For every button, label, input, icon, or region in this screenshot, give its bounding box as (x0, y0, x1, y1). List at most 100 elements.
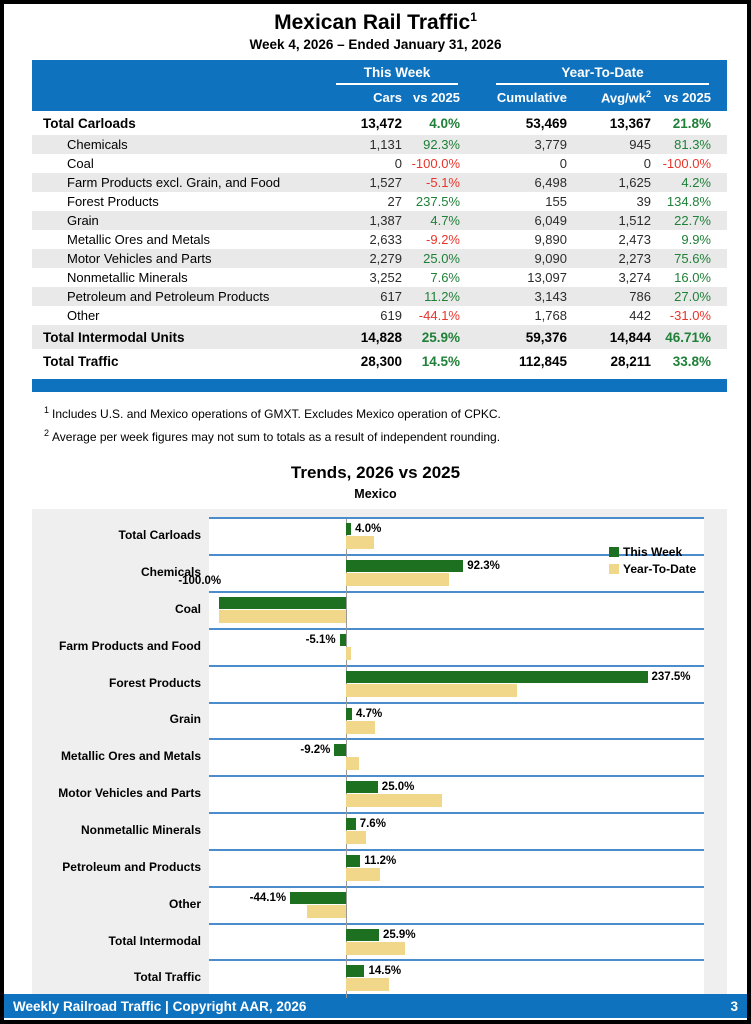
cars-value: 1,387 (322, 211, 402, 231)
chart-plot-area: This Week Year-To-Date 4.0% 92.3% -100.0% -… (178, 517, 704, 999)
row-rpad (711, 211, 727, 231)
table-row: Forest Products 27 237.5% 155 39 134.8% (32, 192, 727, 211)
legend-item-this-week: This Week (609, 543, 696, 560)
cars-value: 14,828 (322, 325, 402, 350)
this-week-bar (346, 560, 464, 573)
ytd-vs2025-value: 21.8% (672, 115, 711, 131)
group-header-this-week-cell: This Week (322, 60, 460, 85)
row-gap (460, 268, 490, 287)
cars-value: 619 (380, 308, 402, 324)
bar-value-label: 4.7% (356, 707, 383, 720)
week-vs2025-value: 92.3% (402, 135, 460, 155)
chart-row: -44.1% (209, 888, 704, 925)
cars-value: 0 (394, 156, 402, 172)
table-row: Motor Vehicles and Parts 2,279 25.0% 9,0… (32, 249, 727, 269)
week-vs2025-value: 237.5% (415, 194, 460, 210)
this-week-legend-label: This Week (623, 544, 683, 559)
ytd-vs2025-value: 33.8% (672, 353, 711, 369)
avgwk-value: 13,367 (609, 115, 651, 131)
cumulative-value: 1,768 (534, 308, 567, 324)
this-week-bar (346, 928, 379, 941)
footnote: 1 Includes U.S. and Mexico operations of … (44, 401, 747, 424)
group-header-spacer (32, 60, 322, 85)
table-row: Total Carloads 13,472 4.0% 53,469 13,367… (32, 111, 727, 135)
this-week-bar (219, 597, 347, 610)
week-vs2025-value: 4.0% (429, 115, 460, 131)
chart-legend: This Week Year-To-Date (609, 543, 696, 577)
this-week-bar (339, 633, 347, 646)
table-row: Total Intermodal Units 14,828 25.9% 59,3… (32, 325, 727, 350)
footnote-marker: 2 (44, 428, 50, 439)
chart-category-label: Forest Products (108, 675, 201, 690)
ytd-bar (346, 867, 381, 881)
cars-value: 28,300 (360, 353, 402, 369)
table-row: Chemicals 1,131 92.3% 3,779 945 81.3% (32, 135, 727, 155)
week-vs2025-value: 14.5% (421, 353, 460, 369)
cumulative-value: 59,376 (490, 325, 567, 350)
table-row: Coal 0 -100.0% 0 0 -100.0% (32, 154, 727, 173)
cars-value: 617 (322, 287, 402, 307)
chart-row: 4.0% (209, 519, 704, 557)
group-header-ytd-cell: Year-To-Date (490, 60, 711, 85)
cars-value: 2,279 (322, 249, 402, 269)
bar-value-label: 25.9% (382, 928, 416, 941)
row-gap (460, 154, 490, 173)
row-gap (460, 111, 490, 135)
ytd-bar (346, 646, 352, 660)
row-rpad (711, 230, 727, 249)
trend-chart: Total Carloads Chemicals Coal Farm Products… (32, 509, 727, 1015)
row-gap (460, 287, 490, 307)
ytd-vs2025-value: 75.6% (651, 249, 711, 269)
cars-value: 1,527 (322, 173, 402, 193)
ytd-vs2025-value: 22.7% (651, 211, 711, 231)
ytd-bar (346, 536, 374, 550)
col-header-cars: Cars (322, 85, 402, 112)
footnotes: 1 Includes U.S. and Mexico operations of … (44, 401, 747, 447)
table-row: Other 619 -44.1% 1,768 442 -31.0% (32, 306, 727, 325)
cumulative-value: 9,090 (490, 249, 567, 269)
avgwk-footnote-marker: 2 (645, 89, 651, 99)
group-header-gap (460, 60, 490, 85)
blue-divider-bar (32, 379, 727, 393)
avgwk-value: 14,844 (567, 325, 651, 350)
week-vs2025-value: 25.9% (402, 325, 460, 350)
table-group-header-row: This Week Year-To-Date (32, 60, 727, 85)
legend-item-ytd: Year-To-Date (609, 560, 696, 577)
avgwk-value: 3,274 (618, 270, 651, 286)
bar-value-label: -9.2% (300, 744, 331, 757)
chart-row: 237.5% (209, 667, 704, 704)
bar-value-label: -5.1% (305, 633, 336, 646)
page-subtitle: Week 4, 2026 – Ended January 31, 2026 (249, 37, 502, 52)
table-row: Nonmetallic Minerals 3,252 7.6% 13,097 3… (32, 268, 727, 287)
cars-value: 27 (387, 194, 402, 210)
row-label: Motor Vehicles and Parts (32, 249, 322, 269)
table-row: Metallic Ores and Metals 2,633 -9.2% 9,8… (32, 230, 727, 249)
chart-category-labels: Total Carloads Chemicals Coal Farm Products… (32, 517, 209, 996)
cars-value: 3,252 (369, 270, 402, 286)
row-gap (460, 173, 490, 193)
row-label: Total Traffic (43, 353, 119, 369)
week-vs2025-value: 4.7% (402, 211, 460, 231)
page-title: Mexican Rail Traffic1 (4, 10, 747, 35)
cars-value: 2,633 (369, 232, 402, 248)
avgwk-value: 2,273 (567, 249, 651, 269)
bar-value-label: 7.6% (359, 818, 386, 831)
row-rpad (711, 268, 727, 287)
row-gap (460, 325, 490, 350)
this-week-bar (346, 670, 648, 683)
row-rpad (711, 135, 727, 155)
week-vs2025-value: 7.6% (430, 270, 460, 286)
cumulative-value: 53,469 (525, 115, 567, 131)
group-header-rpad (711, 60, 727, 85)
bar-value-label: 14.5% (368, 965, 402, 978)
avgwk-value: 1,512 (567, 211, 651, 231)
chart-row: 4.7% (209, 704, 704, 741)
chart-category-label: Petroleum and Products (62, 859, 201, 874)
avgwk-value: 0 (643, 156, 651, 172)
ytd-bar (346, 794, 443, 808)
ytd-vs2025-value: 134.8% (666, 194, 711, 210)
ytd-vs2025-value: 9.9% (681, 232, 711, 248)
table-row: Grain 1,387 4.7% 6,049 1,512 22.7% (32, 211, 727, 231)
ytd-bar (346, 720, 375, 734)
